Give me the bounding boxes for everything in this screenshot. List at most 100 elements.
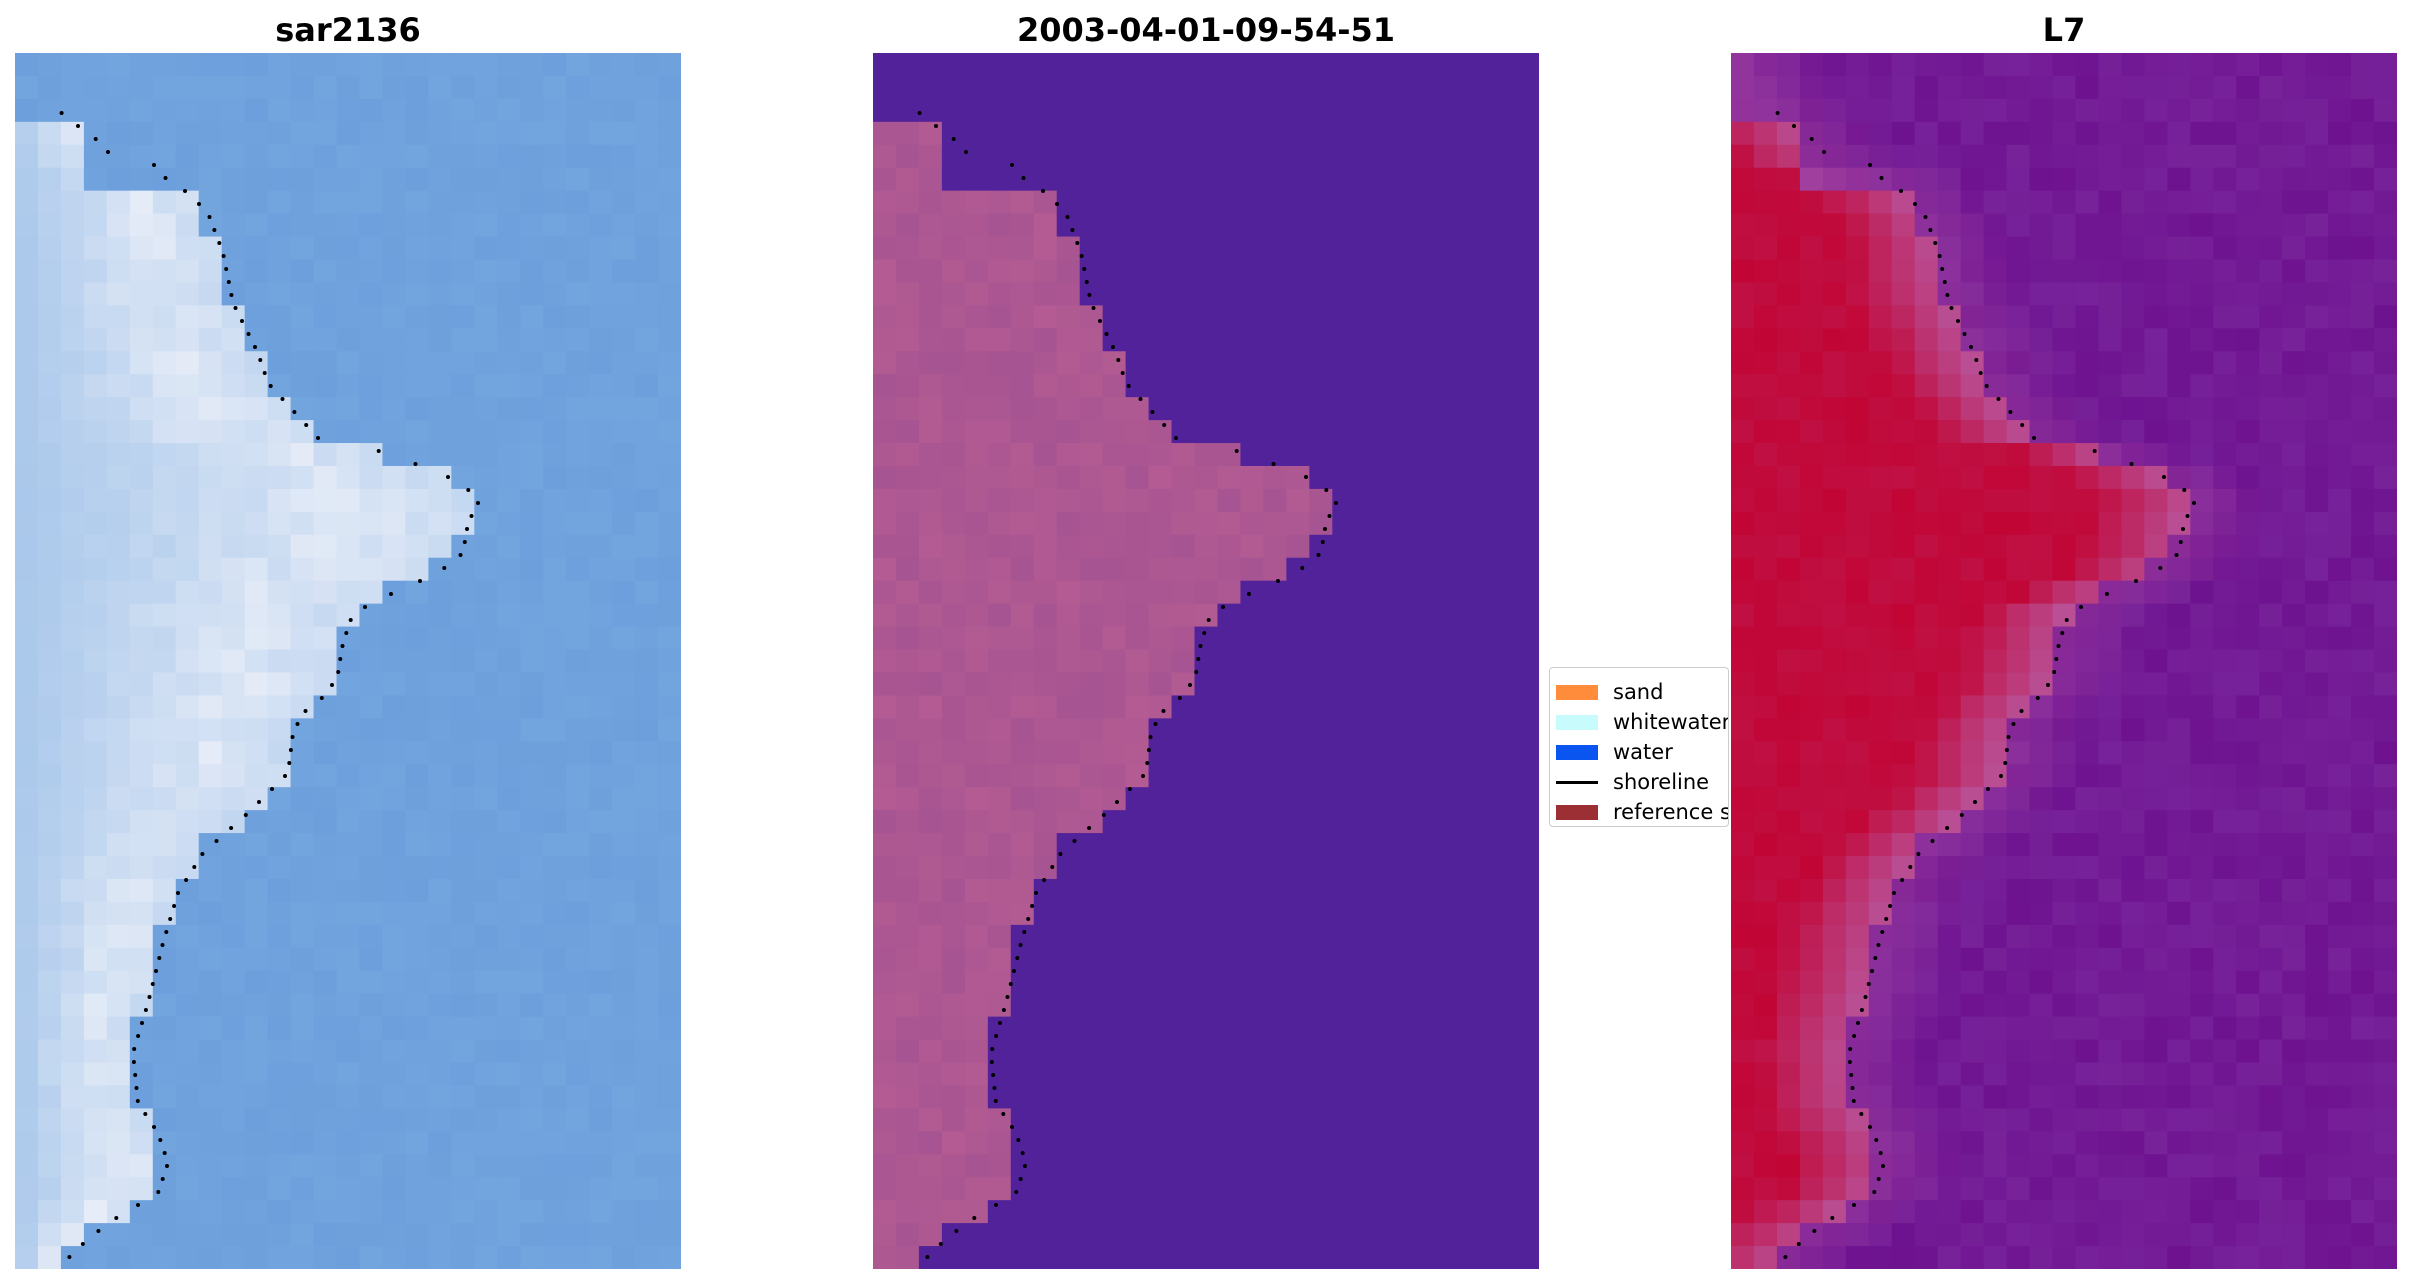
image-pixel [405,580,429,605]
image-pixel [129,75,154,100]
image-pixel [1822,1154,1847,1178]
image-pixel [244,236,269,261]
image-pixel [612,580,636,605]
image-pixel [15,328,39,352]
image-pixel [658,328,681,352]
image-pixel [895,993,920,1018]
image-pixel [873,259,897,284]
image-pixel [1868,856,1893,880]
legend-label-whitewater: whitewater [1613,710,1729,734]
image-pixel [15,259,39,284]
image-pixel [15,1200,39,1224]
image-pixel [313,1223,338,1247]
image-pixel [2075,75,2100,100]
image-pixel [566,465,590,490]
image-pixel [1937,1177,1962,1201]
legend-label-reference-shoreline: reference shoreline buffer [1613,800,1728,824]
image-pixel [2075,53,2100,77]
image-pixel [2190,259,2214,284]
image-pixel [1799,970,1824,995]
image-pixel [1799,810,1824,834]
image-pixel [359,1131,384,1155]
image-pixel [1079,328,1104,352]
image-pixel [1148,649,1173,674]
image-pixel [1891,947,1916,972]
image-pixel [2374,328,2397,352]
image-pixel [2029,672,2054,697]
image-pixel [1493,878,1517,903]
shoreline-point [1221,605,1225,609]
image-pixel [2328,1223,2352,1247]
image-pixel [2305,764,2329,788]
image-pixel [520,741,544,765]
image-pixel [267,1131,292,1155]
image-pixel [267,672,292,697]
image-pixel [244,924,269,949]
shoreline-point [184,878,189,882]
image-pixel [474,236,498,261]
image-pixel [2236,282,2260,306]
image-pixel [129,190,154,215]
image-pixel [1194,1200,1219,1224]
image-pixel [2144,603,2168,628]
image-pixel [1868,488,1893,513]
image-pixel [359,649,384,674]
image-pixel [37,1108,62,1132]
image-pixel [2374,1108,2397,1132]
image-pixel [895,75,920,100]
image-pixel [1983,1223,2008,1247]
image-pixel [129,443,154,467]
image-pixel [987,328,1012,352]
image-pixel [941,695,966,719]
image-pixel [152,787,177,811]
image-pixel [2098,1085,2123,1109]
image-pixel [1033,1200,1058,1224]
image-pixel [1868,764,1893,788]
image-pixel [1194,649,1219,674]
image-pixel [1401,741,1425,765]
image-pixel [2006,1154,2031,1178]
image-pixel [520,603,544,628]
image-pixel [1217,167,1242,192]
image-pixel [60,833,85,857]
image-pixel [2190,924,2214,949]
image-pixel [1983,1085,2008,1109]
image-pixel [2190,1246,2214,1269]
image-pixel [1799,75,1824,100]
image-pixel [1056,1062,1081,1087]
image-pixel [612,626,636,651]
image-pixel [1470,1085,1494,1109]
image-pixel [1868,649,1893,674]
image-pixel [1217,901,1242,926]
image-pixel [1194,833,1219,857]
image-pixel [2167,787,2191,811]
shoreline-point [316,436,320,440]
image-pixel [175,924,200,949]
image-pixel [1776,167,1801,192]
shoreline-point [469,514,474,518]
image-pixel [566,1200,590,1224]
image-pixel [37,121,62,146]
image-pixel [1845,810,1870,834]
image-pixel [2167,282,2191,306]
image-pixel [635,488,659,513]
image-pixel [2213,1154,2237,1178]
image-pixel [1493,672,1517,697]
image-pixel [2190,1108,2214,1132]
image-pixel [1799,695,1824,719]
image-pixel [1447,305,1471,329]
image-pixel [2098,901,2123,926]
image-pixel [83,741,108,765]
image-pixel [658,1062,681,1087]
image-pixel [1217,374,1242,398]
image-pixel [359,1039,384,1064]
image-pixel [1731,1131,1755,1155]
image-pixel [15,282,39,306]
image-pixel [1171,53,1196,77]
image-pixel [635,374,659,398]
image-pixel [428,878,452,903]
image-pixel [658,718,681,742]
image-pixel [313,810,338,834]
image-pixel [658,1016,681,1041]
image-pixel [382,236,407,261]
